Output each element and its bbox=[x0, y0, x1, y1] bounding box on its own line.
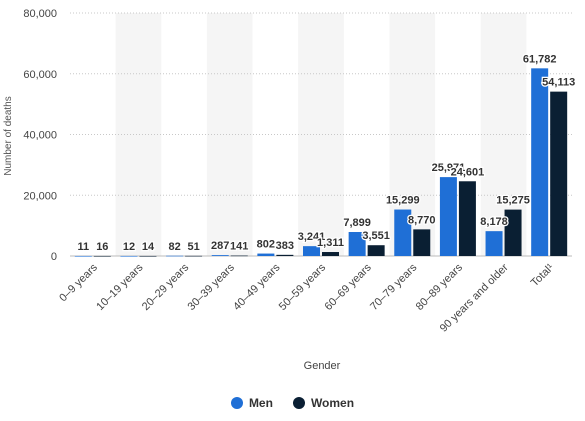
legend: Men Women bbox=[0, 396, 585, 410]
category-band bbox=[298, 13, 344, 256]
x-tick-label: 10–19 years bbox=[94, 261, 146, 313]
bar-women[interactable] bbox=[458, 181, 476, 256]
bar-men[interactable] bbox=[166, 255, 184, 257]
x-tick-label: 20–29 years bbox=[140, 261, 192, 313]
x-tick-label: 50–59 years bbox=[277, 261, 329, 313]
bar-men[interactable] bbox=[74, 255, 92, 257]
x-axis-title: Gender bbox=[304, 360, 341, 372]
bar-women[interactable] bbox=[504, 209, 522, 256]
data-label-men: 3,241 bbox=[298, 231, 326, 243]
legend-label-men: Men bbox=[248, 396, 273, 410]
bar-men[interactable] bbox=[485, 231, 503, 256]
data-labels: 11 12 82 287 802 3,241 7,899 15,299 25,971 8,178 6… bbox=[76, 52, 576, 254]
data-label-women: 1,311 bbox=[317, 237, 344, 249]
y-tick-label: 20,000 bbox=[23, 190, 57, 202]
bar-men[interactable] bbox=[394, 209, 412, 256]
bar-women[interactable] bbox=[550, 91, 568, 256]
data-label-men: 82 bbox=[168, 241, 180, 253]
category-band bbox=[115, 13, 162, 256]
bar-men[interactable] bbox=[348, 232, 366, 256]
bar-women[interactable] bbox=[367, 245, 385, 256]
data-label-men: 12 bbox=[123, 241, 135, 253]
data-label-men: 25,971 bbox=[432, 162, 466, 174]
data-label-men: 15,299 bbox=[386, 195, 420, 207]
y-tick-label: 80,000 bbox=[23, 8, 57, 20]
x-tick-label: Total¹ bbox=[529, 261, 557, 289]
y-axis-ticks: 0 20,000 40,000 60,000 80,000 bbox=[23, 8, 57, 263]
y-tick-label: 0 bbox=[51, 251, 57, 263]
bar-women[interactable] bbox=[230, 255, 248, 257]
bars bbox=[74, 68, 568, 257]
data-label-women: 54,113 bbox=[542, 77, 575, 89]
bar-men[interactable] bbox=[531, 68, 549, 256]
legend-swatch-men bbox=[230, 397, 243, 409]
x-tick-label: 60–69 years bbox=[322, 261, 374, 313]
bar-women[interactable] bbox=[322, 252, 339, 256]
bar-women[interactable] bbox=[276, 254, 294, 256]
data-label-women: 141 bbox=[230, 241, 248, 253]
bar-women[interactable] bbox=[93, 255, 111, 257]
data-label-women: 16 bbox=[96, 241, 108, 253]
bar-men[interactable] bbox=[120, 255, 138, 257]
data-label-men: 7,899 bbox=[343, 217, 371, 229]
bar-men[interactable] bbox=[211, 255, 229, 256]
data-label-men: 802 bbox=[257, 239, 275, 251]
x-tick-label: 0–9 years bbox=[57, 261, 100, 304]
bar-men[interactable] bbox=[303, 246, 320, 256]
data-label-women: 14 bbox=[142, 241, 155, 253]
data-label-men: 61,782 bbox=[523, 53, 557, 65]
bar-women[interactable] bbox=[185, 255, 203, 257]
bar-women[interactable] bbox=[139, 255, 157, 257]
data-label-women: 15,275 bbox=[496, 195, 530, 207]
bar-men[interactable] bbox=[439, 177, 457, 256]
data-label-men: 8,178 bbox=[480, 216, 508, 228]
data-label-women: 51 bbox=[187, 241, 199, 253]
data-label-women: 3,551 bbox=[362, 230, 390, 242]
data-label-men: 287 bbox=[211, 240, 229, 252]
bar-women[interactable] bbox=[413, 229, 431, 256]
y-axis-title: Number of deaths bbox=[3, 96, 14, 176]
x-tick-label: 30–39 years bbox=[186, 261, 238, 313]
data-label-women: 24,601 bbox=[451, 166, 485, 178]
y-tick-label: 60,000 bbox=[23, 69, 57, 81]
y-tick-label: 40,000 bbox=[23, 130, 57, 142]
legend-label-women: Women bbox=[310, 396, 355, 410]
legend-swatch-women bbox=[292, 397, 305, 409]
legend-item-men[interactable]: Men bbox=[230, 396, 273, 410]
x-tick-label: 70–79 years bbox=[368, 261, 420, 313]
data-label-women: 8,770 bbox=[408, 214, 436, 226]
x-tick-label: 40–49 years bbox=[231, 261, 283, 313]
legend-item-women[interactable]: Women bbox=[292, 396, 355, 410]
data-label-men: 11 bbox=[77, 241, 89, 253]
data-label-women: 383 bbox=[276, 240, 294, 252]
bar-men[interactable] bbox=[257, 253, 275, 256]
